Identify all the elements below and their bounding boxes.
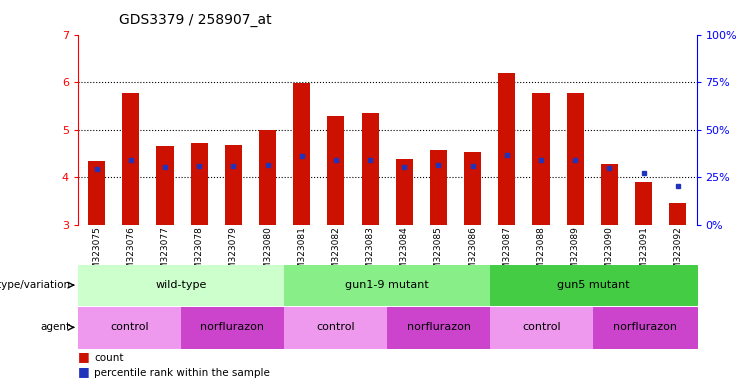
Text: agent: agent	[40, 322, 70, 333]
Text: norflurazon: norflurazon	[201, 322, 265, 333]
Bar	[430, 150, 447, 225]
Text: wild-type: wild-type	[156, 280, 207, 290]
Bar	[259, 130, 276, 225]
Bar	[396, 159, 413, 225]
Text: ■: ■	[78, 365, 90, 378]
Bar	[225, 145, 242, 225]
Bar	[635, 182, 652, 225]
Bar	[498, 73, 515, 225]
Bar	[567, 93, 584, 225]
Bar	[533, 93, 550, 225]
Text: ■: ■	[78, 350, 90, 363]
Bar	[122, 93, 139, 225]
Text: control: control	[110, 322, 149, 333]
Bar	[362, 113, 379, 225]
Bar	[190, 143, 207, 225]
Text: count: count	[94, 353, 124, 363]
Bar	[156, 146, 173, 225]
Text: percentile rank within the sample: percentile rank within the sample	[94, 368, 270, 378]
Text: norflurazon: norflurazon	[613, 322, 677, 333]
Bar	[669, 203, 686, 225]
Text: control: control	[316, 322, 355, 333]
Text: control: control	[522, 322, 561, 333]
Bar	[601, 164, 618, 225]
Bar	[88, 161, 105, 225]
Text: genotype/variation: genotype/variation	[0, 280, 70, 290]
Bar	[328, 116, 345, 225]
Text: gun5 mutant: gun5 mutant	[557, 280, 630, 290]
Text: GDS3379 / 258907_at: GDS3379 / 258907_at	[119, 13, 271, 27]
Bar	[464, 152, 481, 225]
Text: gun1-9 mutant: gun1-9 mutant	[345, 280, 429, 290]
Bar	[293, 83, 310, 225]
Text: norflurazon: norflurazon	[407, 322, 471, 333]
